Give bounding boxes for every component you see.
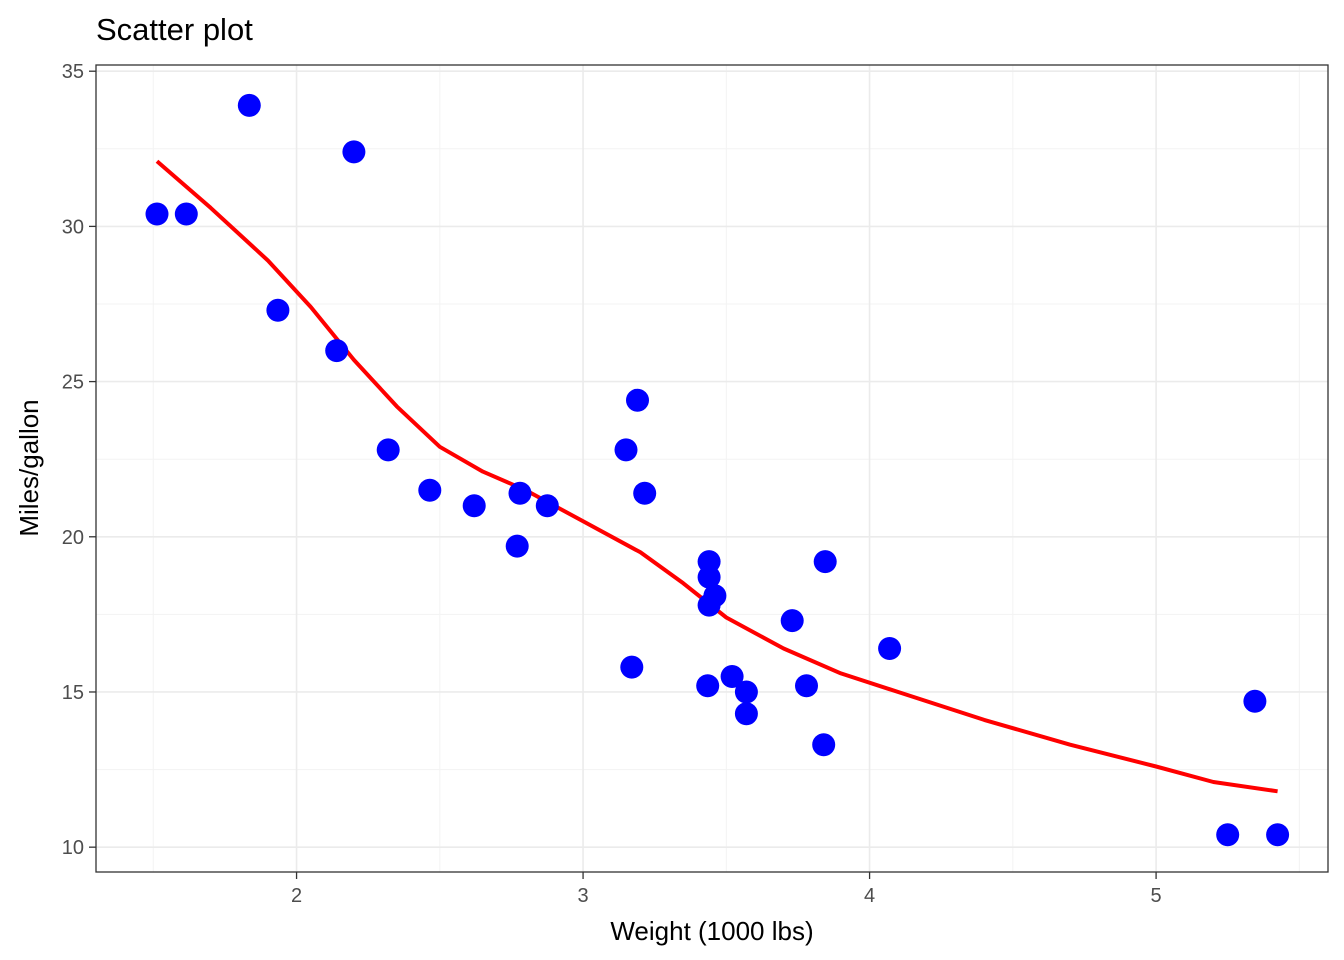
x-tick-label: 2 — [291, 885, 302, 907]
y-tick-label: 35 — [62, 61, 84, 83]
data-point — [1243, 689, 1267, 713]
data-point — [462, 494, 486, 518]
data-point — [620, 655, 644, 679]
data-point — [266, 298, 290, 322]
data-point — [795, 674, 818, 698]
y-tick-label: 10 — [62, 837, 84, 859]
data-point — [812, 733, 836, 757]
data-point — [878, 637, 902, 660]
data-point — [508, 481, 532, 505]
data-point — [535, 494, 559, 518]
data-point — [237, 93, 261, 117]
x-tick-label: 4 — [864, 885, 875, 907]
data-point — [325, 339, 349, 363]
y-tick-label: 30 — [62, 216, 84, 238]
grid-lines — [96, 65, 1328, 872]
y-tick-label: 25 — [62, 372, 84, 394]
data-point — [1216, 823, 1240, 847]
smooth-line — [155, 159, 1278, 794]
plot-panel-border — [95, 64, 1329, 873]
data-point — [697, 550, 721, 574]
points-layer — [145, 93, 1290, 847]
data-point — [505, 534, 529, 558]
data-point — [342, 140, 366, 164]
smooth-line-layer — [155, 159, 1278, 794]
data-point — [174, 202, 198, 226]
axis-ticks: 2 3 4 5 10 15 20 25 30 35 — [62, 61, 1162, 907]
y-axis-title: Miles/gallon — [14, 399, 44, 536]
x-axis-title: Weight (1000 lbs) — [610, 916, 813, 946]
data-point — [696, 674, 720, 698]
data-point — [633, 481, 657, 505]
data-point — [614, 438, 638, 462]
data-point — [780, 609, 804, 633]
data-point — [145, 202, 169, 226]
x-tick-label: 5 — [1151, 885, 1162, 907]
data-point — [697, 593, 721, 617]
y-tick-label: 15 — [62, 682, 84, 704]
data-point — [720, 665, 744, 688]
data-point — [1266, 823, 1290, 847]
data-point — [376, 438, 400, 462]
data-point — [418, 478, 442, 502]
data-point — [813, 550, 837, 574]
y-tick-label: 20 — [62, 527, 84, 549]
data-point — [734, 680, 758, 704]
x-tick-label: 3 — [578, 885, 589, 907]
chart-title: Scatter plot — [96, 12, 253, 47]
data-point — [626, 388, 649, 412]
data-point — [734, 702, 758, 726]
